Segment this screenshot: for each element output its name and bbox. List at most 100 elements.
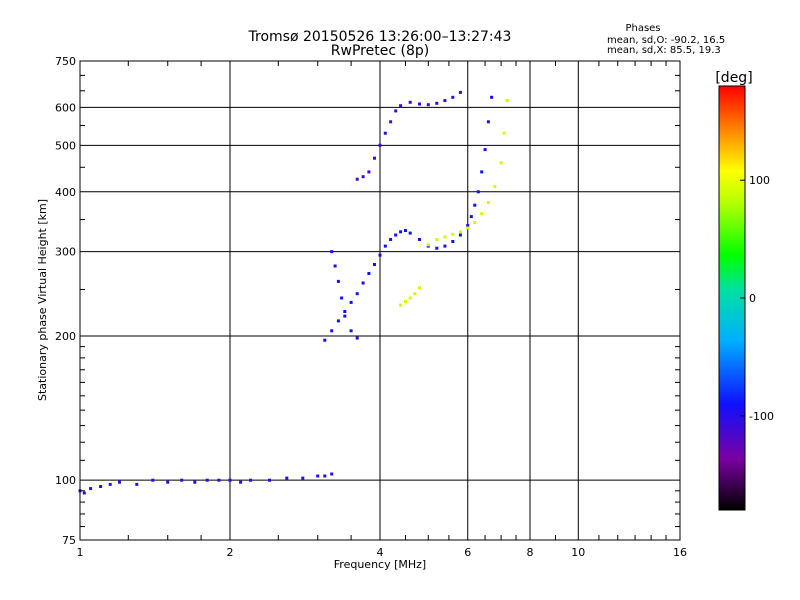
colorbar: [deg] 100 0 -100 (715, 70, 774, 511)
data-point (443, 99, 447, 103)
x-tick-label: 6 (464, 546, 471, 559)
data-point (373, 263, 376, 266)
data-point (316, 474, 320, 478)
colorbar-label: [deg] (715, 70, 752, 86)
y-tick-label: 500 (55, 139, 76, 152)
colorbar-tick-label: 100 (749, 174, 770, 187)
x-axis-ticks: 1 2 4 6 8 10 16 (77, 546, 688, 559)
data-point (99, 485, 103, 488)
data-point (404, 300, 407, 303)
x-tick-label: 16 (673, 546, 687, 559)
data-point (355, 336, 359, 340)
data-point (473, 221, 477, 224)
data-point (89, 487, 93, 491)
data-point (82, 491, 86, 495)
data-point (499, 161, 503, 165)
y-tick-label: 750 (55, 55, 76, 68)
x-tick-label: 1 (77, 546, 84, 559)
grid-lines (80, 61, 680, 540)
data-point (476, 190, 480, 194)
series-1 (323, 95, 494, 342)
data-point (473, 203, 477, 207)
colorbar-tick-label: 0 (749, 292, 756, 305)
data-point (330, 250, 334, 254)
data-point (458, 230, 462, 234)
data-point (490, 95, 494, 99)
data-point (166, 480, 170, 484)
data-point (180, 478, 184, 482)
data-point (502, 131, 506, 135)
data-point (323, 338, 327, 342)
data-point (426, 243, 430, 247)
data-point (451, 240, 455, 243)
series-2 (330, 250, 359, 340)
data-point (389, 238, 393, 241)
data-point (486, 120, 490, 124)
data-point (413, 292, 417, 296)
data-point (349, 300, 353, 304)
data-points (78, 90, 509, 495)
data-point (486, 200, 490, 204)
data-point (336, 319, 340, 323)
data-point (483, 148, 487, 152)
data-point (408, 100, 412, 104)
data-point (373, 156, 376, 160)
y-tick-label: 400 (55, 186, 76, 199)
data-point (435, 246, 439, 250)
data-point (458, 233, 462, 237)
data-point (151, 478, 155, 482)
data-point (355, 177, 359, 181)
x-tick-label: 10 (571, 546, 585, 559)
x-axis-label: Frequency [MHz] (334, 558, 426, 571)
data-point (383, 131, 387, 135)
chart-subtitle: RwPretec (8p) (331, 43, 429, 59)
data-point (343, 310, 347, 313)
data-point (408, 296, 412, 300)
data-point (466, 226, 470, 230)
data-point (268, 478, 271, 482)
data-point (108, 482, 112, 486)
data-point (469, 215, 473, 219)
data-point (408, 231, 412, 235)
data-point (333, 264, 337, 268)
data-point (493, 185, 497, 189)
data-point (135, 482, 139, 486)
y-tick-label: 75 (62, 534, 76, 547)
data-point (399, 230, 403, 234)
data-point (383, 244, 387, 248)
data-point (466, 224, 470, 228)
data-point (451, 95, 455, 99)
y-tick-label: 100 (55, 474, 76, 487)
data-point (361, 175, 365, 179)
data-point (443, 235, 447, 239)
phases-header: Phases (625, 23, 660, 34)
x-tick-label: 8 (527, 546, 534, 559)
data-point (435, 238, 439, 241)
data-point (336, 279, 340, 283)
data-point (418, 286, 421, 290)
data-point (301, 476, 305, 480)
data-point (404, 229, 407, 232)
data-point (451, 232, 455, 236)
series-0 (78, 472, 334, 495)
phases-x-stats: mean, sd,X: 85.5, 19.3 (607, 45, 721, 56)
data-point (330, 472, 334, 476)
data-point (285, 476, 289, 480)
data-point (367, 170, 371, 174)
data-point (217, 478, 221, 482)
data-point (418, 238, 421, 241)
x-tick-label: 2 (227, 546, 234, 559)
data-point (378, 253, 382, 257)
data-point (435, 101, 439, 105)
data-point (443, 244, 447, 248)
phases-o-stats: mean, sd,O: -90.2, 16.5 (607, 35, 725, 46)
data-point (228, 478, 232, 482)
data-point (399, 104, 403, 108)
y-tick-label: 600 (55, 101, 76, 114)
data-point (349, 329, 353, 333)
data-point (249, 478, 253, 482)
y-axis-ticks: 75 100 200 300 400 500 600 750 (55, 55, 76, 547)
data-point (323, 474, 327, 478)
data-point (505, 99, 509, 103)
